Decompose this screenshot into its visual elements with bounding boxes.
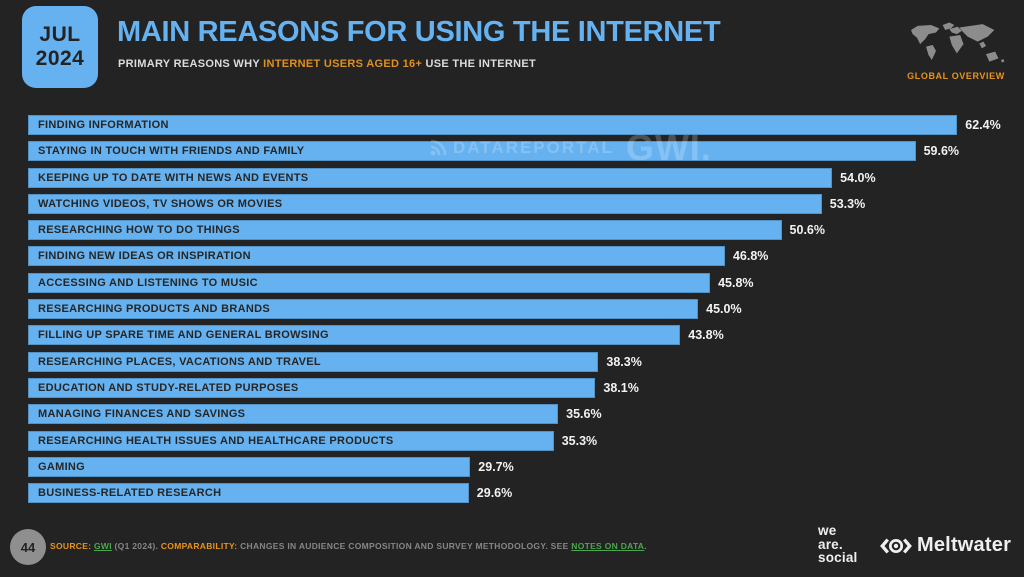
notes-period: . — [644, 541, 647, 551]
bar-row: FINDING NEW IDEAS OR INSPIRATION 46.8% — [28, 246, 996, 267]
bar-label: ACCESSING AND LISTENING TO MUSIC — [38, 276, 258, 289]
bar: FILLING UP SPARE TIME AND GENERAL BROWSI… — [28, 325, 681, 346]
bar: WATCHING VIDEOS, TV SHOWS OR MOVIES — [28, 193, 822, 214]
was-line1: we — [818, 523, 837, 538]
bar-value: 29.7% — [478, 459, 514, 474]
bar-label: MANAGING FINANCES AND SAVINGS — [38, 408, 246, 421]
bar-value: 38.3% — [606, 354, 642, 369]
page-number-badge: 44 — [10, 529, 46, 565]
bar-label: FINDING INFORMATION — [38, 119, 169, 131]
bar-label: RESEARCHING HEALTH ISSUES AND HEALTHCARE… — [38, 434, 394, 447]
subtitle-prefix: PRIMARY REASONS WHY — [118, 58, 264, 70]
bar-row: GAMING 29.7% — [28, 456, 996, 477]
bar-row: BUSINESS-RELATED RESEARCH 29.6% — [28, 483, 996, 504]
page-title: MAIN REASONS FOR USING THE INTERNET — [117, 16, 721, 48]
bar-value: 29.6% — [476, 486, 513, 501]
source-label: SOURCE: — [50, 541, 92, 551]
meltwater-icon — [880, 538, 912, 553]
bar-row: FILLING UP SPARE TIME AND GENERAL BROWSI… — [28, 325, 996, 346]
bar-row: WATCHING VIDEOS, TV SHOWS OR MOVIES 53.3% — [28, 193, 996, 214]
bar-label: FILLING UP SPARE TIME AND GENERAL BROWSI… — [38, 329, 329, 342]
bar-value: 50.6% — [789, 223, 825, 238]
bar: GAMING — [28, 456, 471, 477]
bar: MANAGING FINANCES AND SAVINGS — [28, 404, 559, 425]
bar-label: WATCHING VIDEOS, TV SHOWS OR MOVIES — [38, 197, 283, 210]
bar-row: EDUCATION AND STUDY-RELATED PURPOSES 38.1… — [28, 377, 996, 398]
bar-row: RESEARCHING HEALTH ISSUES AND HEALTHCARE… — [28, 430, 996, 451]
bar-value: 46.8% — [732, 249, 769, 264]
bar-row: RESEARCHING HOW TO DO THINGS 50.6% — [28, 220, 996, 241]
bar-label: BUSINESS-RELATED RESEARCH — [38, 487, 222, 500]
meltwater-logo: Meltwater — [879, 534, 1011, 557]
subtitle-highlight: INTERNET USERS AGED 16+ — [263, 58, 423, 70]
bar-row: STAYING IN TOUCH WITH FRIENDS AND FAMILY… — [28, 141, 996, 162]
bar: RESEARCHING HEALTH ISSUES AND HEALTHCARE… — [28, 430, 554, 451]
bar: RESEARCHING PRODUCTS AND BRANDS — [28, 299, 699, 320]
bar-label: RESEARCHING HOW TO DO THINGS — [38, 224, 240, 237]
page-subtitle: PRIMARY REASONS WHY INTERNET USERS AGED … — [118, 58, 536, 70]
bar-label: RESEARCHING PLACES, VACATIONS AND TRAVEL — [38, 355, 321, 368]
bar-row: KEEPING UP TO DATE WITH NEWS AND EVENTS 5… — [28, 167, 996, 188]
bar-value: 45.8% — [718, 275, 754, 290]
bar: STAYING IN TOUCH WITH FRIENDS AND FAMILY — [28, 141, 916, 162]
footnote: SOURCE: GWI (Q1 2024). COMPARABILITY: CH… — [50, 541, 770, 551]
date-month: JUL — [39, 23, 81, 46]
meltwater-text: Meltwater — [917, 534, 1012, 556]
bar: FINDING NEW IDEAS OR INSPIRATION — [28, 246, 725, 267]
bar: EDUCATION AND STUDY-RELATED PURPOSES — [28, 377, 596, 398]
bar-row: MANAGING FINANCES AND SAVINGS 35.6% — [28, 404, 996, 425]
bar-value: 54.0% — [840, 170, 876, 185]
was-line2: are. — [818, 536, 843, 552]
notes-on-data-link[interactable]: NOTES ON DATA — [571, 541, 645, 551]
bar-chart: FINDING INFORMATION 62.4% STAYING IN TOUCH… — [28, 115, 1001, 509]
bar-label: EDUCATION AND STUDY-RELATED PURPOSES — [38, 381, 299, 394]
was-line3: social — [818, 550, 858, 565]
bar-value: 45.0% — [706, 302, 742, 317]
bar-value: 53.3% — [829, 196, 866, 211]
global-overview-label: GLOBAL OVERVIEW — [907, 71, 1005, 81]
date-year: 2024 — [35, 47, 85, 70]
bar-value: 35.6% — [566, 407, 602, 422]
comparability-text: CHANGES IN AUDIENCE COMPOSITION AND SURV… — [237, 541, 572, 551]
bar-label: RESEARCHING PRODUCTS AND BRANDS — [38, 303, 270, 316]
bar-value: 43.8% — [688, 328, 724, 343]
bar-value: 59.6% — [923, 144, 960, 159]
bar: RESEARCHING HOW TO DO THINGS — [28, 220, 782, 241]
bar-rows: FINDING INFORMATION 62.4% STAYING IN TOUCH… — [28, 115, 1001, 504]
source-rest: (Q1 2024). — [111, 541, 161, 551]
bar-label: STAYING IN TOUCH WITH FRIENDS AND FAMILY — [38, 145, 305, 158]
bar-label: KEEPING UP TO DATE WITH NEWS AND EVENTS — [38, 171, 309, 184]
bar: BUSINESS-RELATED RESEARCH — [28, 483, 469, 504]
bar-row: FINDING INFORMATION 62.4% — [28, 115, 1001, 135]
world-map-icon — [911, 22, 1005, 63]
comparability-label: COMPARABILITY: — [160, 541, 238, 551]
source-link[interactable]: GWI — [93, 541, 112, 551]
bar: ACCESSING AND LISTENING TO MUSIC — [28, 272, 711, 293]
bar-value: 62.4% — [965, 118, 1001, 132]
we-are-social-logo: we are. social — [818, 524, 857, 565]
bar-row: ACCESSING AND LISTENING TO MUSIC 45.8% — [28, 272, 996, 293]
bar: RESEARCHING PLACES, VACATIONS AND TRAVEL — [28, 351, 599, 372]
bar-value: 38.1% — [603, 380, 639, 395]
bar: KEEPING UP TO DATE WITH NEWS AND EVENTS — [28, 167, 833, 188]
subtitle-suffix: USE THE INTERNET — [422, 58, 537, 70]
bar-value: 35.3% — [561, 433, 598, 448]
bar-label: FINDING NEW IDEAS OR INSPIRATION — [38, 250, 251, 263]
date-badge: JUL 2024 — [22, 6, 98, 88]
global-overview-badge: GLOBAL OVERVIEW — [896, 20, 1016, 81]
bar-row: RESEARCHING PRODUCTS AND BRANDS 45.0% — [28, 299, 996, 320]
bar: FINDING INFORMATION — [28, 115, 958, 135]
bar-row: RESEARCHING PLACES, VACATIONS AND TRAVEL… — [28, 351, 996, 372]
bar-label: GAMING — [38, 460, 86, 473]
